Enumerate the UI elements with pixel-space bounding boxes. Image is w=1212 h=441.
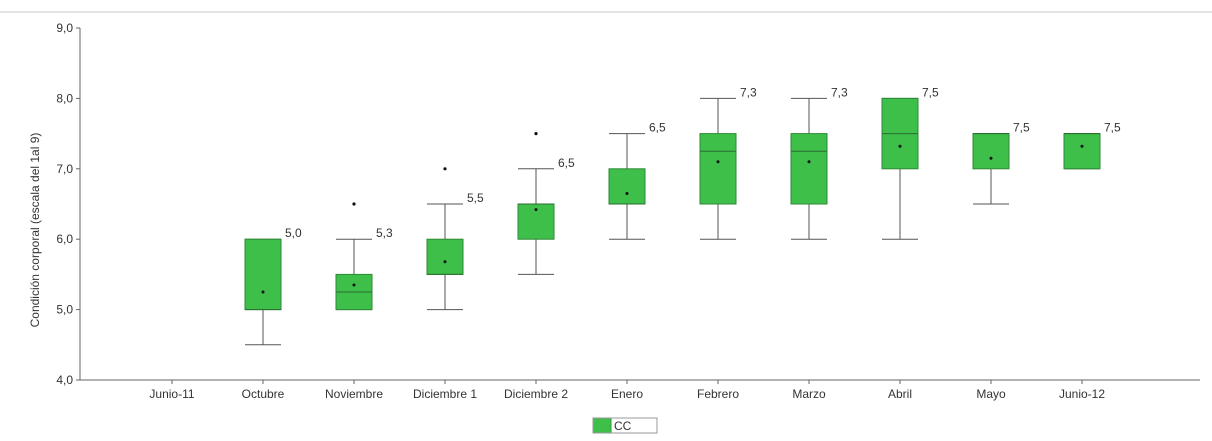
- x-tick-label: Diciembre 2: [504, 387, 568, 401]
- x-tick-label: Febrero: [697, 387, 739, 401]
- axes: 4,0 5,0 6,0 7,0 8,0 9,0 Junio-11 Octubre Noviemb…: [56, 21, 1200, 401]
- mean-point: [534, 208, 538, 212]
- y-axis-label: Condición corporal (escala del 1al 9): [28, 133, 42, 328]
- box-mayo: 7,5: [972, 121, 1030, 205]
- box-value-label: 6,5: [558, 156, 575, 170]
- box-junio-12: 7,5: [1063, 121, 1121, 170]
- box-diciembre-2: 6,5: [517, 132, 575, 275]
- mean-point: [261, 290, 265, 294]
- iqr-box: [244, 238, 282, 311]
- iqr-box: [699, 133, 737, 205]
- mean-point: [716, 160, 720, 164]
- y-tick-label: 7,0: [56, 162, 73, 176]
- mean-point: [989, 156, 993, 160]
- x-tick-label: Diciembre 1: [413, 387, 477, 401]
- mean-point: [625, 191, 629, 195]
- box-value-label: 7,3: [831, 85, 848, 99]
- mean-point: [352, 283, 356, 287]
- box-value-label: 5,3: [376, 226, 393, 240]
- x-tick-label: Mayo: [976, 387, 1006, 401]
- x-tick-label: Abril: [888, 387, 912, 401]
- y-tick-label: 9,0: [56, 21, 73, 35]
- legend: CC: [592, 417, 658, 434]
- box-octubre: 5,0: [244, 226, 302, 346]
- mean-point: [898, 144, 902, 148]
- box-value-label: 6,5: [649, 121, 666, 135]
- iqr-box: [1063, 133, 1101, 170]
- box-abril: 7,5: [881, 85, 939, 240]
- y-tick-label: 8,0: [56, 91, 73, 105]
- y-tick-label: 4,0: [56, 373, 73, 387]
- box-value-label: 7,5: [922, 85, 939, 99]
- x-tick-label: Junio-12: [1059, 387, 1105, 401]
- mean-point: [443, 260, 447, 264]
- box-value-label: 7,5: [1013, 121, 1030, 135]
- box-marzo: 7,3: [790, 85, 848, 240]
- x-tick-label: Marzo: [792, 387, 826, 401]
- box-diciembre-1: 5,5: [426, 167, 484, 311]
- outlier-point: [352, 202, 356, 206]
- box-noviembre: 5,3: [335, 202, 393, 311]
- x-tick-label: Octubre: [242, 387, 285, 401]
- iqr-box: [608, 168, 646, 205]
- y-tick-label: 6,0: [56, 232, 73, 246]
- x-tick-label: Noviembre: [325, 387, 383, 401]
- iqr-box: [426, 238, 464, 275]
- legend-swatch-cc: [592, 417, 612, 434]
- box-febrero: 7,3: [699, 85, 757, 240]
- box-value-label: 5,5: [467, 191, 484, 205]
- boxes: 5,0 5,3 5,5 6,5 6,5 7,3 7,3 7,5 7,5 7,5: [244, 85, 1121, 346]
- y-tick-label: 5,0: [56, 303, 73, 317]
- outlier-point: [443, 167, 447, 171]
- mean-point: [1080, 144, 1084, 148]
- box-enero: 6,5: [608, 121, 666, 240]
- outlier-point: [534, 132, 538, 136]
- box-value-label: 7,3: [740, 85, 757, 99]
- x-tick-label: Enero: [611, 387, 643, 401]
- legend-box: [592, 417, 658, 434]
- x-tick-label: Junio-11: [149, 387, 194, 401]
- box-value-label: 5,0: [285, 226, 302, 240]
- iqr-box: [790, 133, 828, 205]
- legend-label-cc: CC: [614, 419, 632, 433]
- box-value-label: 7,5: [1104, 121, 1121, 135]
- iqr-box: [972, 133, 1010, 170]
- mean-point: [807, 160, 811, 164]
